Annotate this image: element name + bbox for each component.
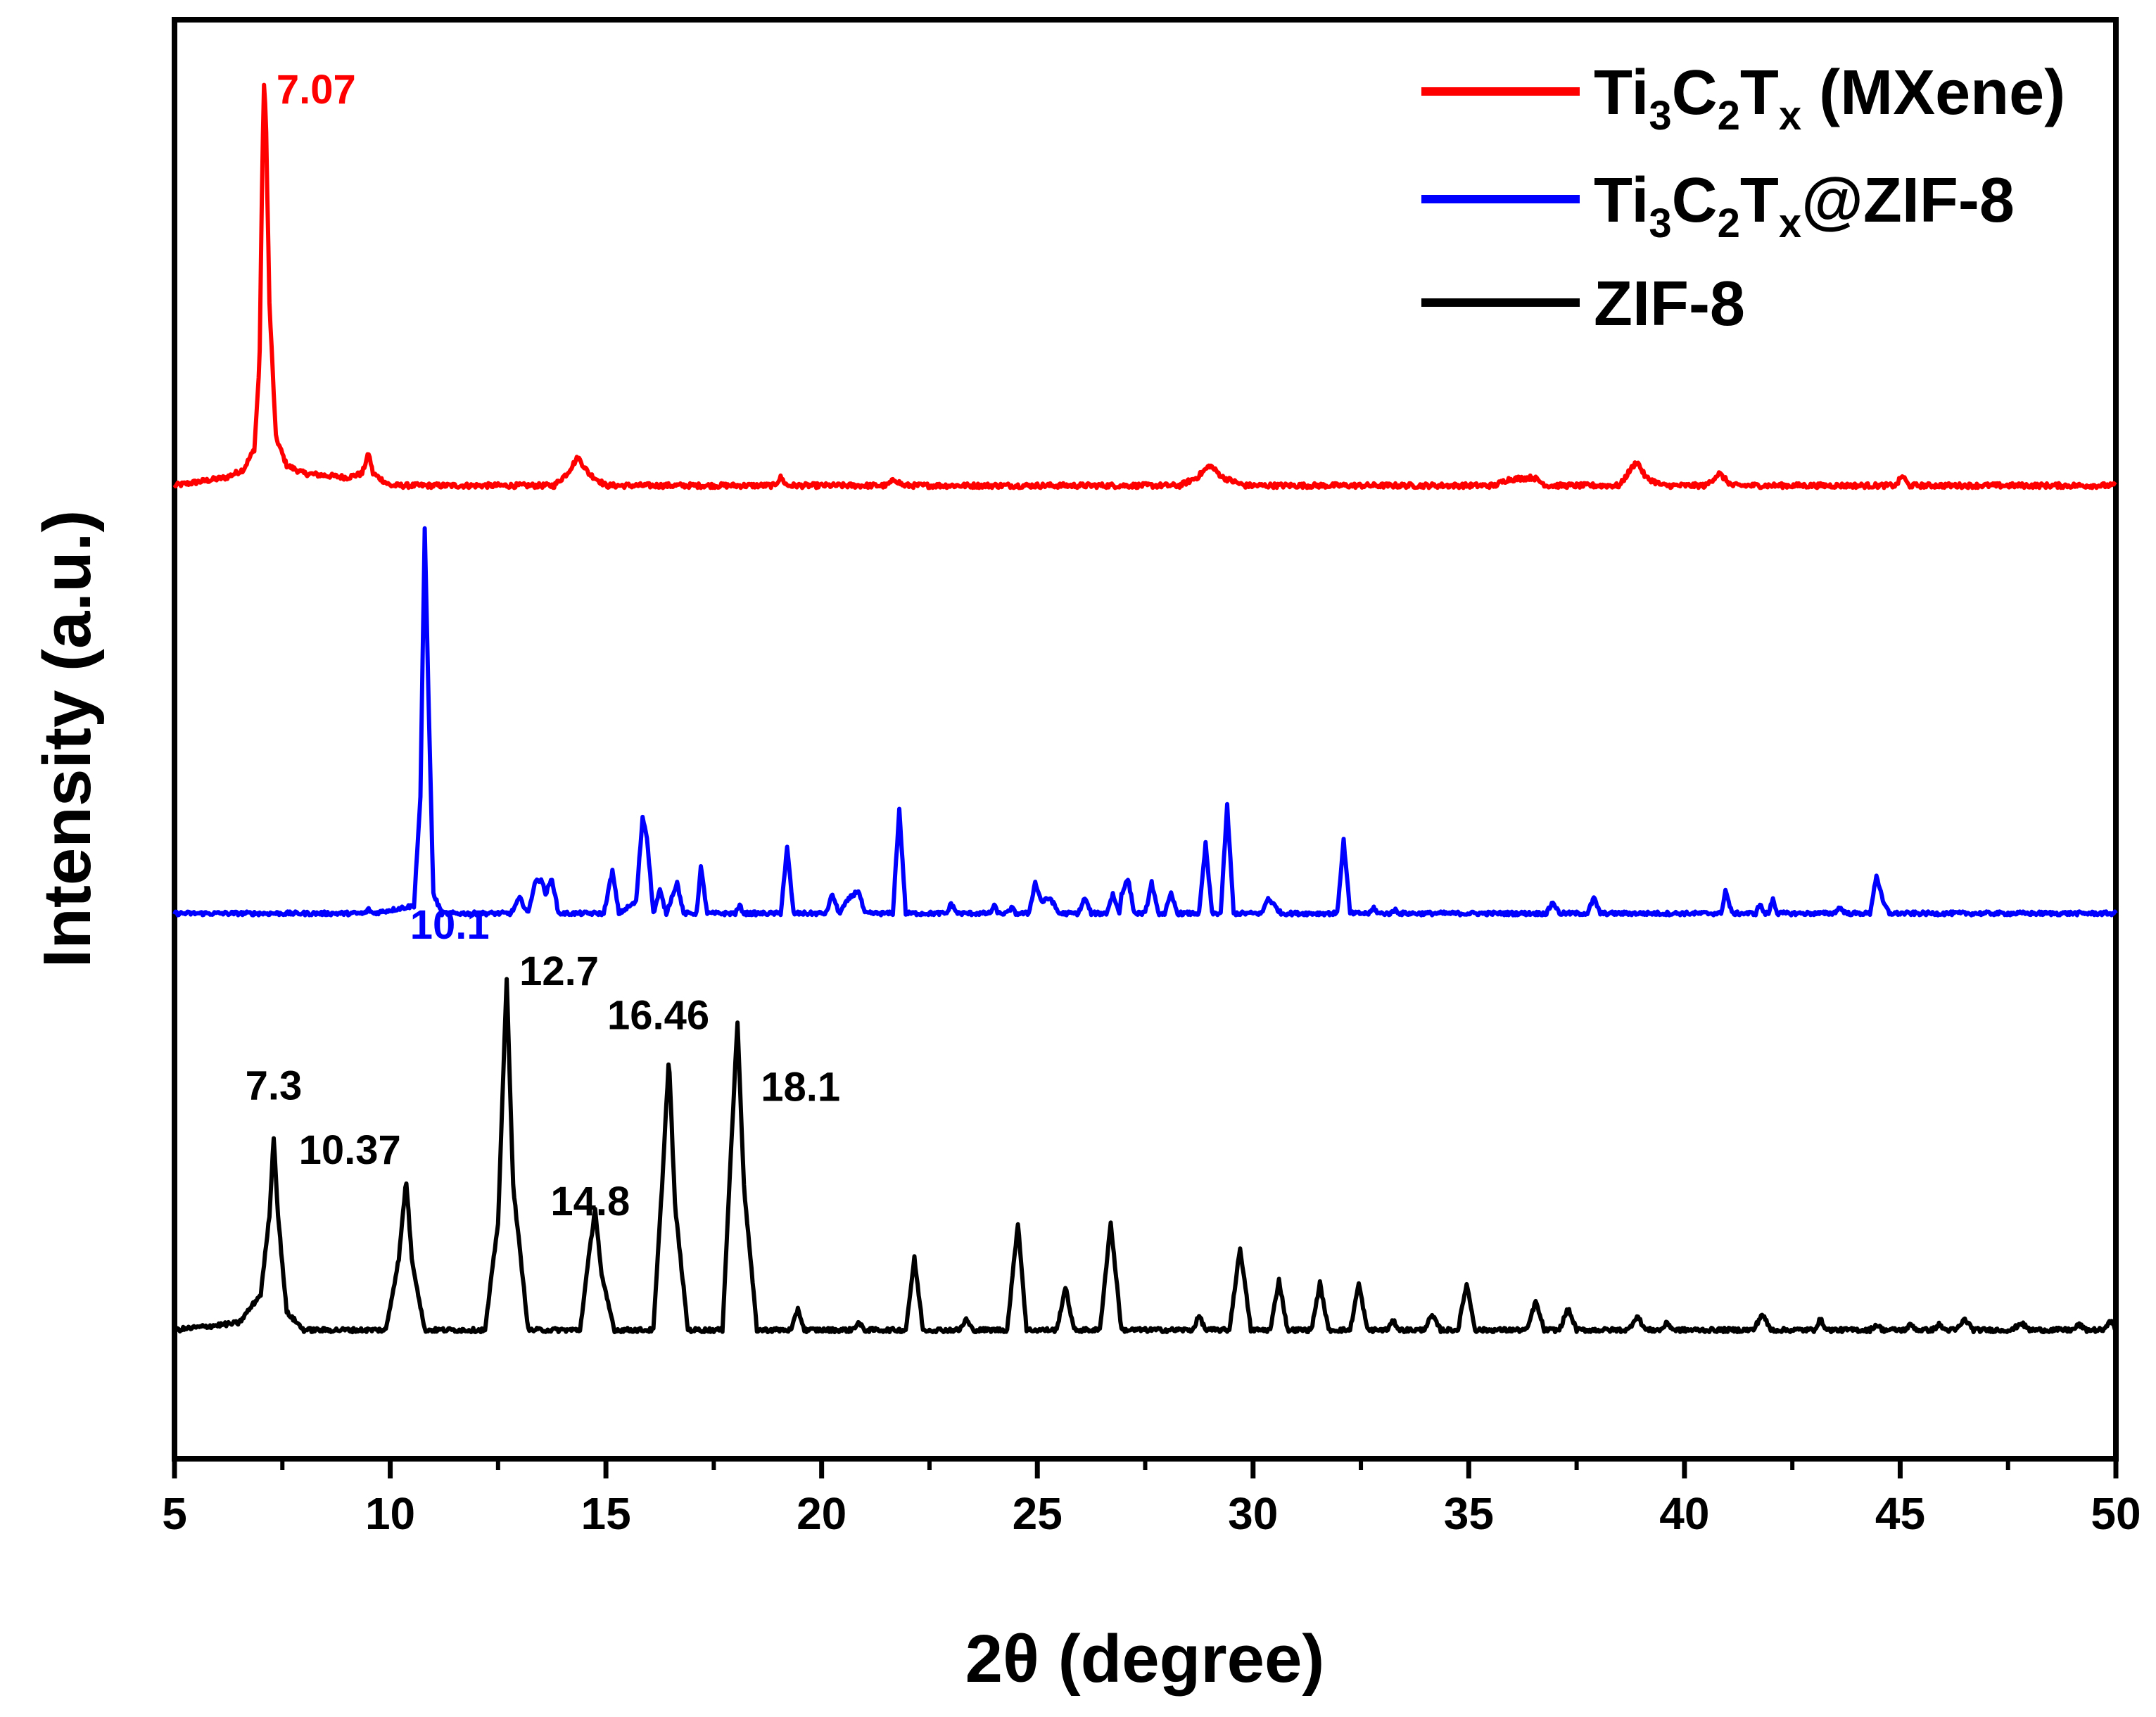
peak-label: 10.37 [299, 1127, 401, 1173]
series-line-mxene [172, 82, 2117, 490]
peak-label: 10.1 [410, 902, 490, 948]
series-layer [172, 82, 2118, 1335]
x-tick-label: 20 [797, 1488, 846, 1539]
peak-label: 12.7 [519, 949, 599, 994]
x-tick-label: 15 [581, 1488, 631, 1539]
y-axis-title: Intensity (a.u.) [30, 510, 105, 968]
x-tick-label: 10 [365, 1488, 415, 1539]
peak-label: 18.1 [761, 1065, 840, 1110]
series-line-zif8 [173, 977, 2117, 1335]
legend-entry-mxene: Ti3C2Tx (MXene) [1421, 58, 2065, 139]
x-tick-label: 25 [1013, 1488, 1063, 1539]
peak-labels: 7.07 10.1 7.3 10.37 12.7 14.8 16.46 18.1 [246, 67, 840, 1224]
x-tick-label: 40 [1659, 1488, 1709, 1539]
x-axis-ticks: 5 10 15 20 25 30 35 40 45 50 [162, 1459, 2141, 1539]
legend-entry-ti3c2tx-zif8: Ti3C2Tx@ZIF-8 [1421, 165, 2015, 246]
x-tick-label: 5 [162, 1488, 187, 1539]
legend-entry-zif8: ZIF-8 [1421, 269, 1745, 339]
legend-label-zif8: ZIF-8 [1594, 269, 1745, 339]
legend-label-ti3c2tx-zif8: Ti3C2Tx@ZIF-8 [1594, 165, 2015, 246]
legend-label-mxene: Ti3C2Tx (MXene) [1594, 58, 2065, 139]
peak-label: 14.8 [550, 1179, 630, 1224]
x-tick-label: 45 [1875, 1488, 1925, 1539]
x-tick-label: 30 [1228, 1488, 1278, 1539]
x-axis-title: 2θ (degree) [965, 1621, 1325, 1697]
x-tick-label: 35 [1444, 1488, 1494, 1539]
peak-label: 7.07 [277, 67, 356, 113]
peak-label: 7.3 [246, 1063, 303, 1109]
x-tick-label: 50 [2091, 1488, 2141, 1539]
peak-label: 16.46 [607, 992, 709, 1038]
series-line-ti3c2tx-zif8 [172, 526, 2118, 918]
legend: Ti3C2Tx (MXene) Ti3C2Tx@ZIF-8 ZIF-8 [1421, 58, 2065, 339]
